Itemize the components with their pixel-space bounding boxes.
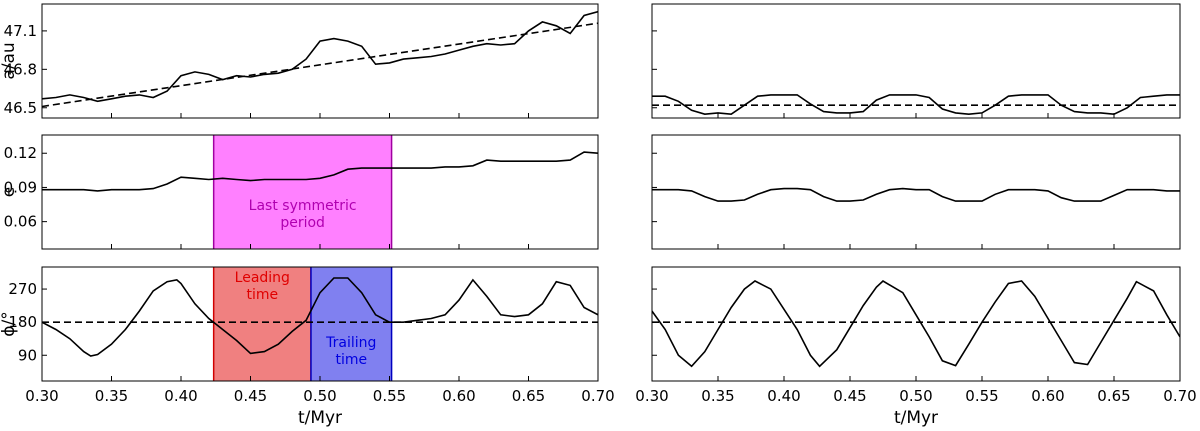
x-axis-label: t/Myr xyxy=(894,408,938,428)
y-tick-label: 46.5 xyxy=(4,99,37,117)
region-label-line: Trailing xyxy=(325,335,376,351)
region-0 xyxy=(213,135,392,249)
panel-right-top xyxy=(651,3,1181,119)
axes-frame xyxy=(41,3,599,119)
x-tick-label: 0.35 xyxy=(701,387,734,405)
x-tick-label: 0.65 xyxy=(512,387,545,405)
series-solid-line xyxy=(652,94,1180,116)
axes-frame xyxy=(651,134,1181,250)
x-tick-label: 0.65 xyxy=(1097,387,1130,405)
panel-left-top: 46.5 46.8 47.1 a/au xyxy=(0,3,599,119)
series-solid-line xyxy=(42,277,598,357)
panel-right-middle xyxy=(651,134,1181,250)
region-0 xyxy=(213,267,311,381)
region-label-0: Last symmetric period xyxy=(249,198,357,231)
y-tick-label: 270 xyxy=(8,280,37,298)
axes-frame xyxy=(651,266,1181,382)
x-tick-label: 0.45 xyxy=(833,387,866,405)
x-tick-label: 0.40 xyxy=(164,387,197,405)
x-tick-label: 0.55 xyxy=(965,387,998,405)
series-solid-line xyxy=(652,187,1180,202)
x-axis-label: t/Myr xyxy=(298,408,342,428)
y-tick-label: 47.1 xyxy=(4,22,37,40)
x-tick-label: 0.60 xyxy=(442,387,475,405)
y-tick-label: 0.12 xyxy=(4,144,37,162)
x-tick-label: 0.35 xyxy=(95,387,128,405)
x-tick-label: 0.50 xyxy=(303,387,336,405)
region-label-line: period xyxy=(280,215,325,231)
x-tick-label: 0.30 xyxy=(635,387,668,405)
region-label-0: Leading time xyxy=(235,270,290,303)
x-tick-label: 0.40 xyxy=(767,387,800,405)
region-label-line: time xyxy=(246,287,278,303)
y-tick-label: 0.09 xyxy=(4,178,37,196)
y-tick-label: 90 xyxy=(18,346,37,364)
panel-left-middle: Last symmetric period 0.06 0.09 0.12 e xyxy=(0,134,599,250)
y-axis-label: a/au xyxy=(0,42,19,79)
x-tick-label: 0.70 xyxy=(581,387,614,405)
region-label-line: Leading xyxy=(235,270,290,286)
y-tick-label: 46.8 xyxy=(4,60,37,78)
panel-right-bottom: 0.30 0.35 0.40 0.45 0.50 0.55 0.60 0.65 0.70 t/My… xyxy=(635,266,1197,428)
series-solid-line xyxy=(652,280,1180,368)
region-label-line: time xyxy=(335,352,367,368)
x-tick-label: 0.70 xyxy=(1163,387,1196,405)
axes-frame xyxy=(651,3,1181,119)
y-tick-label: 180 xyxy=(8,313,37,331)
region-label-1: Trailing time xyxy=(325,335,376,368)
series-solid-line xyxy=(42,10,598,103)
x-tick-label: 0.45 xyxy=(234,387,267,405)
y-tick-label: 0.06 xyxy=(4,213,37,231)
x-tick-label: 0.60 xyxy=(1031,387,1064,405)
x-tick-label: 0.30 xyxy=(25,387,58,405)
series-dashed-line xyxy=(42,22,598,108)
x-tick-label: 0.50 xyxy=(899,387,932,405)
y-axis-label: e xyxy=(0,187,19,197)
region-1 xyxy=(310,267,392,381)
series-solid-line xyxy=(42,151,598,192)
x-tick-label: 0.55 xyxy=(373,387,406,405)
region-label-line: Last symmetric xyxy=(249,198,357,214)
y-axis-label: ϕ/° xyxy=(0,311,19,336)
